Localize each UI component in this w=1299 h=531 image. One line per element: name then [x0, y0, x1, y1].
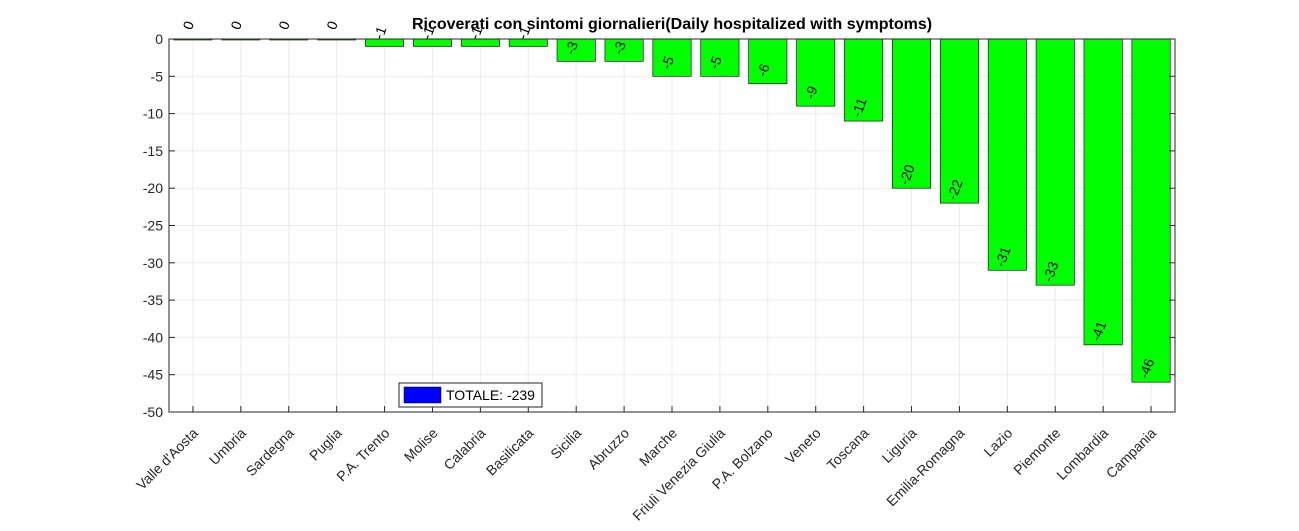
bar	[939, 38, 979, 204]
x-tick-label: Abruzzo	[585, 425, 633, 473]
data-label: 0	[275, 19, 293, 32]
bar	[700, 38, 740, 77]
bars	[173, 38, 1171, 383]
data-label: -6	[753, 61, 772, 78]
data-label: 0	[179, 19, 197, 32]
x-tick-label: Toscana	[824, 425, 872, 473]
data-label: -11	[848, 95, 870, 119]
axes-box	[168, 38, 1176, 413]
x-tick-label: Molise	[401, 425, 441, 465]
data-labels: 0 0 0 0 -1 -1 -1 -1 -3 -3 -5 -5 -6 -9 -11 -20 -22 -31 -33 -…	[179, 19, 1157, 381]
y-tick-label: 0	[155, 31, 163, 47]
legend-swatch	[403, 386, 442, 404]
x-tick-label: Lazio	[980, 425, 1015, 460]
x-tick-label: Lombardia	[1053, 425, 1111, 483]
x-tick-label: Marche	[636, 425, 680, 469]
data-label: 0	[227, 19, 245, 32]
y-tick-label: -35	[143, 292, 163, 308]
data-label: 0	[323, 19, 341, 32]
x-tick-label: Veneto	[782, 425, 824, 467]
data-label: -3	[562, 39, 581, 56]
x-tick-label: Calabria	[440, 425, 488, 473]
x-tick-label: Campania	[1103, 425, 1160, 482]
legend-label: TOTALE: -239	[446, 387, 535, 403]
data-label: -20	[896, 162, 918, 187]
data-label: -9	[801, 84, 820, 101]
x-tick-label: Sardegna	[243, 425, 297, 479]
y-tick-label: -45	[143, 367, 163, 383]
y-tick-label: -40	[143, 329, 163, 345]
bar	[1083, 38, 1123, 346]
y-tick-labels: 0 -5 -10 -15 -20 -25 -30 -35 -40 -45 -50	[143, 31, 163, 420]
y-tick-label: -50	[143, 404, 163, 420]
y-tick-label: -15	[143, 143, 163, 159]
x-tick-label: Liguria	[879, 425, 920, 466]
bar	[748, 38, 788, 85]
x-tick-label: Puglia	[306, 425, 345, 464]
y-tick-label: -30	[143, 255, 163, 271]
data-label: -1	[418, 24, 437, 41]
x-tick-label: Umbria	[206, 425, 249, 468]
y-tick-label: -20	[143, 180, 163, 196]
data-label: -33	[1040, 259, 1062, 284]
data-label: -3	[610, 39, 629, 56]
x-tick-label: Sicilia	[547, 425, 584, 462]
data-label: -5	[706, 54, 725, 71]
data-label: -1	[514, 24, 533, 41]
y-tick-label: -25	[143, 218, 163, 234]
data-label: -46	[1135, 356, 1157, 381]
bar	[1131, 38, 1171, 383]
y-tick-label: -5	[151, 68, 164, 84]
data-label: -5	[658, 54, 677, 71]
bar	[1035, 38, 1075, 286]
data-label: -31	[992, 244, 1014, 269]
x-tick-label: Valle d'Aosta	[133, 425, 201, 493]
chart-title: Ricoverati con sintomi giornalieri(Daily…	[412, 16, 932, 33]
data-label: -22	[944, 177, 966, 202]
y-tick-label: -10	[143, 106, 163, 122]
axes	[168, 38, 1176, 413]
x-tick-label: Friuli Venezia Giulia	[629, 425, 728, 524]
legend: TOTALE: -239	[398, 382, 543, 408]
bar	[987, 38, 1027, 271]
data-label: -1	[466, 24, 485, 41]
x-tick-label: Basilicata	[483, 425, 537, 479]
bar	[844, 38, 884, 122]
bar	[652, 38, 692, 77]
data-label: -41	[1087, 319, 1109, 344]
data-label: -1	[370, 24, 389, 41]
